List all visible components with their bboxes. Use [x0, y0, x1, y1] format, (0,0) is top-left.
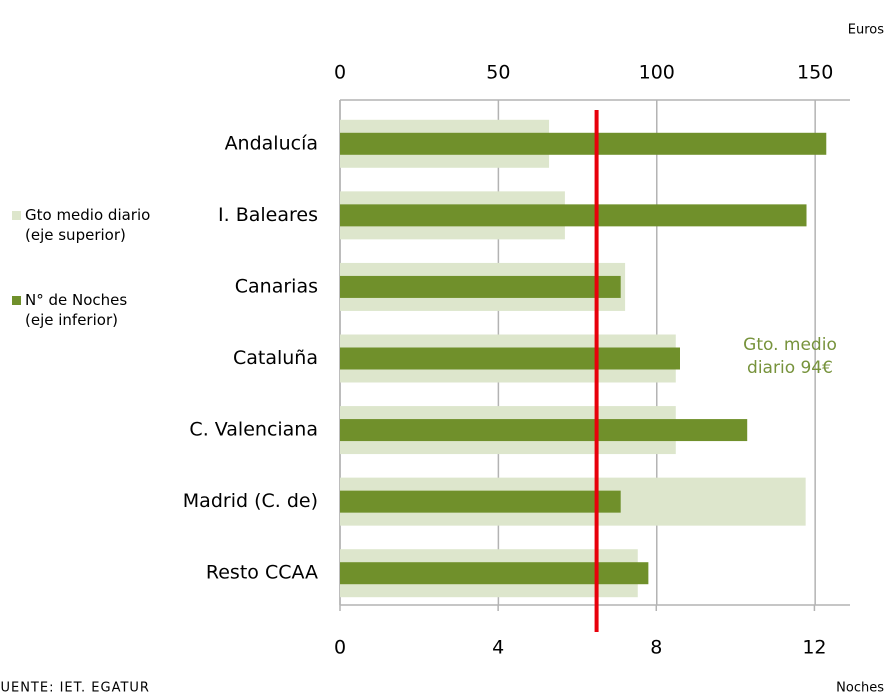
legend-entry: Gto medio diario (eje superior) — [12, 205, 160, 245]
y-tick-label: Andalucía — [225, 132, 318, 154]
x2-tick-label: 8 — [650, 637, 662, 659]
y-tick-label: C. Valenciana — [189, 419, 318, 441]
x2-tick-label: 4 — [492, 637, 504, 659]
y-tick-label: Cataluña — [233, 347, 318, 369]
legend-swatch — [12, 296, 21, 305]
x2-tick-label: 12 — [802, 637, 826, 659]
x2-tick-label: 0 — [334, 637, 346, 659]
y-tick-label: Madrid (C. de) — [183, 490, 318, 512]
source: FUENTE: IET. EGATUR — [0, 681, 150, 695]
legend-label: Gto medio diario (eje superior) — [25, 206, 151, 244]
x-tick-label: 0 — [334, 62, 346, 84]
annotation: Gto. medio diario 94€ — [743, 335, 837, 378]
x-axis-label: Euros — [848, 23, 884, 38]
bar — [340, 204, 807, 227]
legend-swatch — [12, 211, 21, 220]
x-tick-label: 50 — [486, 62, 510, 84]
legend-label: N° de Noches (eje inferior) — [25, 291, 128, 329]
x2-axis-label: Noches — [836, 681, 884, 695]
bar — [340, 490, 621, 513]
y-tick-label: Resto CCAA — [206, 562, 318, 584]
bar — [340, 419, 748, 442]
x-tick-label: 150 — [797, 62, 833, 84]
y-tick-label: I. Baleares — [218, 204, 318, 226]
bar — [340, 347, 680, 370]
x-tick-label: 100 — [639, 62, 675, 84]
bar — [340, 562, 649, 585]
legend-entry: N° de Noches (eje inferior) — [12, 290, 160, 330]
bar — [340, 275, 621, 298]
bar — [340, 132, 827, 155]
y-tick-label: Canarias — [235, 275, 318, 297]
